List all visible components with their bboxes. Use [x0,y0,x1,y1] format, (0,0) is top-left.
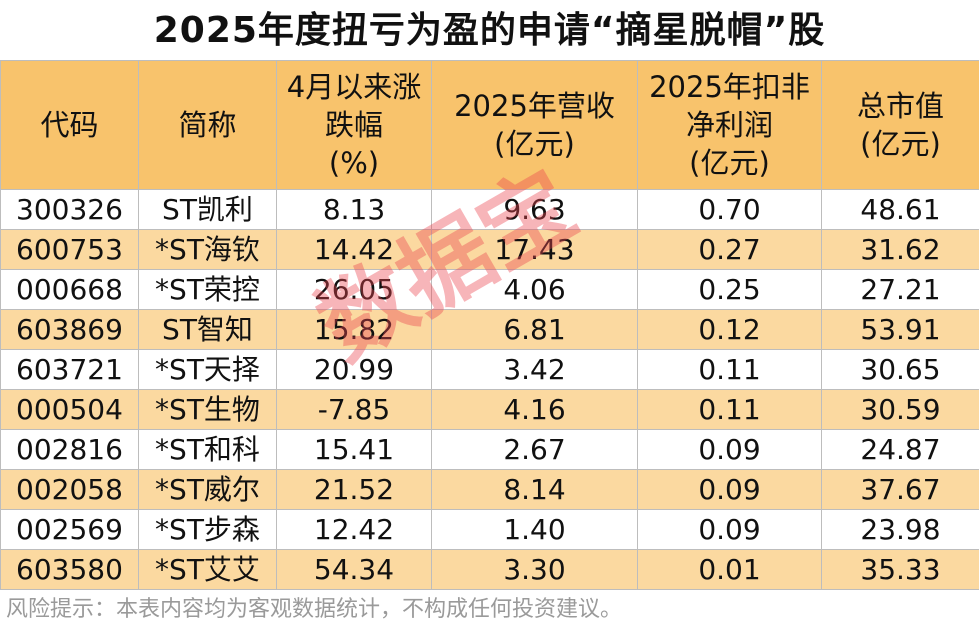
stock-table: 代码 简称 4月以来涨 跌幅 (%) 2025年营收 (亿元) 2025年扣非 … [0,60,979,590]
cell-code: 000668 [0,269,139,310]
cell-name: ST凯利 [138,189,277,230]
cell-market-cap: 31.62 [821,229,979,270]
cell-revenue: 17.43 [431,229,638,270]
table-row: 603580 *ST艾艾 54.34 3.30 0.01 35.33 [0,549,979,590]
cell-revenue: 6.81 [431,309,638,350]
column-header-name: 简称 [138,60,277,190]
table-header-row: 代码 简称 4月以来涨 跌幅 (%) 2025年营收 (亿元) 2025年扣非 … [0,60,979,190]
cell-net-profit: 0.09 [637,469,822,510]
cell-change: 15.82 [276,309,432,350]
cell-revenue: 9.63 [431,189,638,230]
column-header-market-cap: 总市值 (亿元) [821,60,979,190]
cell-market-cap: 23.98 [821,509,979,550]
column-header-net-profit: 2025年扣非 净利润 (亿元) [637,60,822,190]
cell-code: 300326 [0,189,139,230]
cell-net-profit: 0.27 [637,229,822,270]
table-row: 000668 *ST荣控 26.05 4.06 0.25 27.21 [0,269,979,310]
table-row: 002816 *ST和科 15.41 2.67 0.09 24.87 [0,429,979,470]
cell-market-cap: 48.61 [821,189,979,230]
cell-net-profit: 0.01 [637,549,822,590]
cell-market-cap: 37.67 [821,469,979,510]
cell-code: 002058 [0,469,139,510]
cell-code: 002816 [0,429,139,470]
cell-change: 12.42 [276,509,432,550]
cell-change: 8.13 [276,189,432,230]
cell-revenue: 4.06 [431,269,638,310]
cell-change: 21.52 [276,469,432,510]
table-row: 000504 *ST生物 -7.85 4.16 0.11 30.59 [0,389,979,430]
risk-disclaimer: 风险提示：本表内容均为客观数据统计，不构成任何投资建议。 [6,597,623,622]
table-row: 002058 *ST威尔 21.52 8.14 0.09 37.67 [0,469,979,510]
cell-net-profit: 0.11 [637,389,822,430]
column-header-revenue: 2025年营收 (亿元) [431,60,638,190]
cell-code: 000504 [0,389,139,430]
cell-name: *ST海钦 [138,229,277,270]
page-title: 2025年度扭亏为盈的申请“摘星脱帽”股 [153,10,826,51]
cell-market-cap: 24.87 [821,429,979,470]
cell-code: 002569 [0,509,139,550]
table-row: 600753 *ST海钦 14.42 17.43 0.27 31.62 [0,229,979,270]
cell-change: 54.34 [276,549,432,590]
cell-change: 14.42 [276,229,432,270]
cell-net-profit: 0.25 [637,269,822,310]
cell-net-profit: 0.09 [637,509,822,550]
cell-name: *ST艾艾 [138,549,277,590]
table-row: 603721 *ST天择 20.99 3.42 0.11 30.65 [0,349,979,390]
table-row: 300326 ST凯利 8.13 9.63 0.70 48.61 [0,189,979,230]
cell-revenue: 4.16 [431,389,638,430]
cell-net-profit: 0.09 [637,429,822,470]
cell-revenue: 2.67 [431,429,638,470]
cell-name: *ST和科 [138,429,277,470]
cell-change: -7.85 [276,389,432,430]
cell-code: 600753 [0,229,139,270]
cell-name: *ST步森 [138,509,277,550]
cell-name: *ST生物 [138,389,277,430]
cell-market-cap: 53.91 [821,309,979,350]
table-row: 603869 ST智知 15.82 6.81 0.12 53.91 [0,309,979,350]
cell-change: 26.05 [276,269,432,310]
column-header-code: 代码 [0,60,139,190]
cell-revenue: 1.40 [431,509,638,550]
cell-net-profit: 0.12 [637,309,822,350]
table-row: 002569 *ST步森 12.42 1.40 0.09 23.98 [0,509,979,550]
cell-revenue: 8.14 [431,469,638,510]
cell-change: 15.41 [276,429,432,470]
cell-market-cap: 27.21 [821,269,979,310]
cell-code: 603580 [0,549,139,590]
cell-change: 20.99 [276,349,432,390]
cell-name: ST智知 [138,309,277,350]
cell-revenue: 3.30 [431,549,638,590]
cell-name: *ST威尔 [138,469,277,510]
cell-name: *ST荣控 [138,269,277,310]
cell-revenue: 3.42 [431,349,638,390]
cell-net-profit: 0.11 [637,349,822,390]
cell-code: 603869 [0,309,139,350]
cell-market-cap: 30.65 [821,349,979,390]
cell-market-cap: 30.59 [821,389,979,430]
cell-name: *ST天择 [138,349,277,390]
cell-net-profit: 0.70 [637,189,822,230]
cell-market-cap: 35.33 [821,549,979,590]
column-header-change: 4月以来涨 跌幅 (%) [276,60,432,190]
cell-code: 603721 [0,349,139,390]
